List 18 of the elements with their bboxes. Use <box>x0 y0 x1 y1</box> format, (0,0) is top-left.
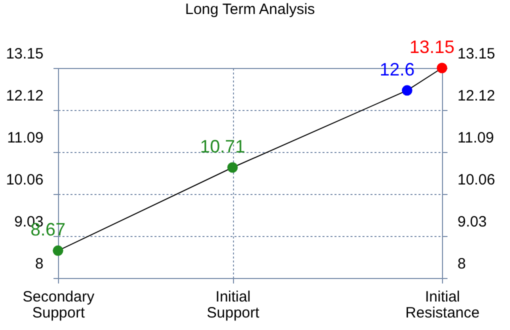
y-tick-label: 11.09 <box>7 130 44 146</box>
y-tick-label: 10.06 <box>6 172 44 188</box>
x-tick-label: Initial Resistance <box>405 288 480 322</box>
data-label: 13.15 <box>409 37 455 57</box>
y2-tick-label: 12.12 <box>458 88 496 104</box>
chart-title: Long Term Analysis <box>185 1 315 18</box>
x-tick-label: Initial Support <box>206 288 260 322</box>
y2-tick-label: 10.06 <box>458 172 496 188</box>
y-tick-label: 8 <box>35 256 44 272</box>
y2-tick-label: 8 <box>458 256 466 272</box>
y-tick-label: 13.15 <box>6 46 44 62</box>
y2-tick-label: 9.03 <box>458 214 487 230</box>
y-tick-label: 12.12 <box>6 88 44 104</box>
data-label: 12.6 <box>380 59 415 80</box>
y2-tick-label: 11.09 <box>458 130 494 146</box>
data-label: 10.71 <box>200 136 246 156</box>
x-tick-label: Secondary Support <box>22 288 95 322</box>
y2-tick-label: 13.15 <box>458 46 496 62</box>
